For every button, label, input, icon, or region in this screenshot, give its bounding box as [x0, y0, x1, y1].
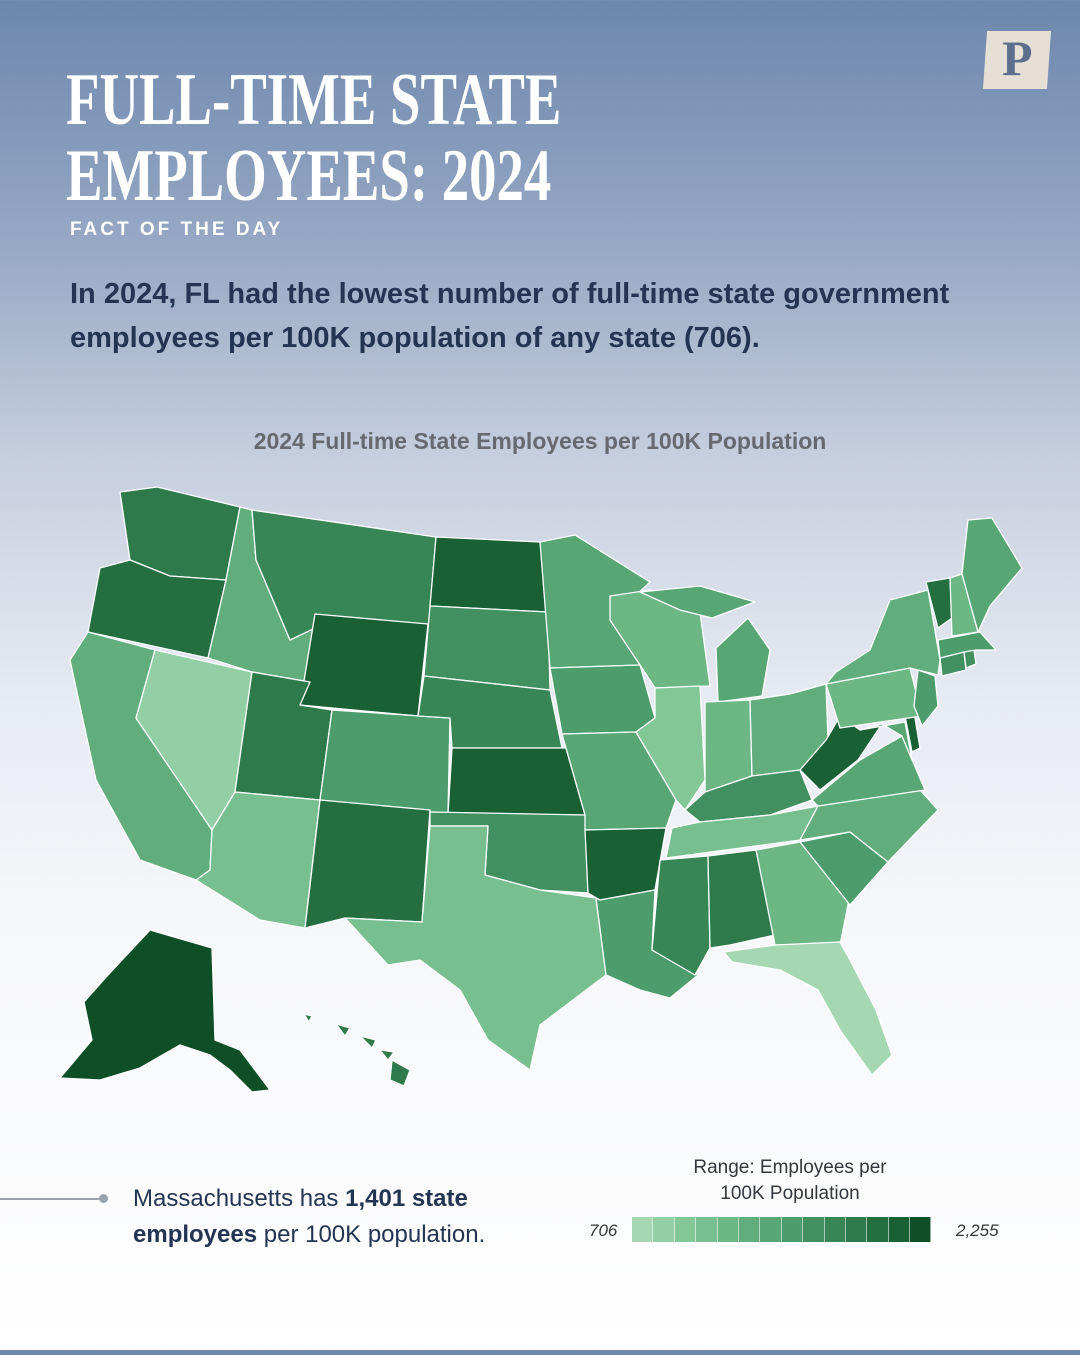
legend-title-line-1: Range: Employees per — [693, 1157, 887, 1178]
legend-swatch — [824, 1217, 846, 1242]
legend-swatch — [867, 1217, 889, 1242]
state-fl — [723, 941, 893, 1076]
state-ny — [825, 589, 941, 685]
legend-swatch — [653, 1217, 675, 1242]
callout-prefix: Massachusetts has — [133, 1185, 346, 1212]
state-ga — [755, 841, 851, 946]
callout-line — [0, 1198, 104, 1200]
state-ar — [584, 827, 667, 901]
legend-swatch — [738, 1217, 761, 1242]
legend-swatch — [910, 1217, 932, 1242]
legend-swatch — [845, 1217, 868, 1242]
legend-max-value: 2,255 — [956, 1221, 999, 1240]
state-ri — [963, 649, 977, 669]
fact-of-the-day-label: FACT OF THE DAY — [70, 219, 284, 240]
title-line-2: EMPLOYEES: 2024 — [66, 135, 552, 217]
map-title: 2024 Full-time State Employees per 100K … — [253, 428, 827, 454]
state-ia — [549, 664, 656, 735]
state-wy — [299, 613, 429, 717]
state-tx — [344, 825, 607, 1071]
state-md — [859, 721, 913, 761]
callout-bold-2: employees — [133, 1221, 258, 1248]
state-co — [319, 709, 451, 815]
state-sd — [423, 605, 551, 691]
state-la — [595, 889, 699, 999]
state-nj — [913, 669, 939, 727]
states-group — [59, 486, 1023, 1093]
state-mi — [639, 585, 771, 703]
legend-swatch — [696, 1217, 718, 1242]
callout-bold-1: 1,401 state — [345, 1185, 468, 1212]
legend-title: Range: Employees per 100K Population — [650, 1155, 930, 1207]
state-me — [961, 517, 1023, 633]
title-line-1: FULL-TIME STATE — [66, 59, 562, 141]
page-title: FULL-TIME STATE EMPLOYEES: 2024 — [66, 62, 561, 214]
legend-min-value: 706 — [589, 1221, 618, 1240]
legend-swatch — [781, 1217, 804, 1242]
legend-swatch — [674, 1217, 697, 1242]
state-ma — [937, 631, 997, 659]
fact-statement: In 2024, FL had the lowest number of ful… — [70, 278, 950, 354]
state-al — [707, 849, 776, 949]
legend-swatch — [760, 1217, 782, 1242]
state-va — [811, 735, 926, 807]
state-hi — [303, 1013, 411, 1087]
state-il — [635, 685, 706, 811]
legend-swatch — [803, 1217, 825, 1242]
legend-swatch — [632, 1217, 654, 1242]
state-nm — [304, 799, 431, 929]
callout-suffix: per 100K population. — [257, 1221, 486, 1248]
legend-swatch — [888, 1217, 911, 1242]
callout-dot — [99, 1194, 108, 1203]
legend-swatch — [717, 1217, 739, 1242]
legend-title-line-2: 100K Population — [720, 1183, 860, 1204]
state-ak — [59, 929, 271, 1093]
legend-color-bar — [632, 1217, 932, 1242]
state-ks — [447, 747, 586, 816]
state-ms — [651, 855, 711, 976]
state-nd — [429, 536, 549, 613]
massachusetts-callout: Massachusetts has 1,401 state employees p… — [133, 1181, 553, 1253]
